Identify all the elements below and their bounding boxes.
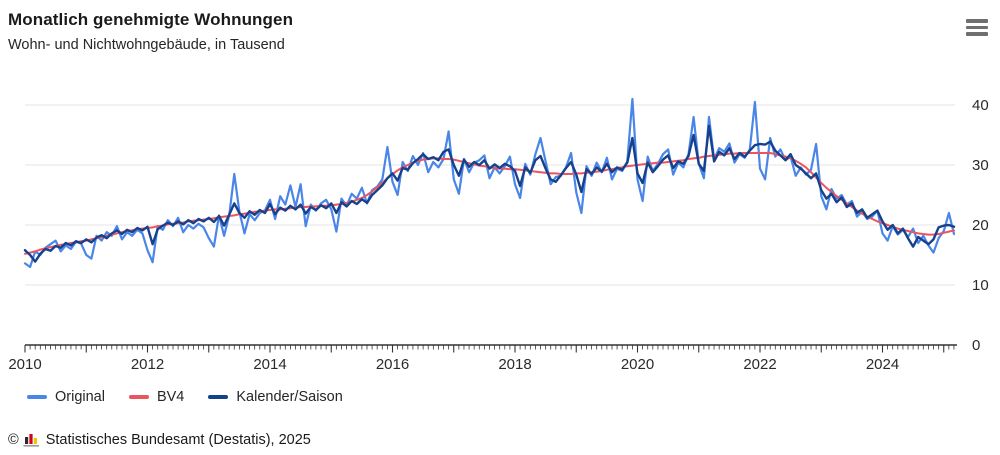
menu-bar <box>966 19 988 23</box>
copyright-symbol: © <box>8 432 19 448</box>
y-axis-tick-label: 10 <box>972 277 989 294</box>
chart-legend: Original BV4 Kalender/Saison <box>27 389 343 405</box>
x-axis-tick-label: 2014 <box>253 356 286 373</box>
y-axis-tick-label: 30 <box>972 157 989 174</box>
x-axis-tick-label: 2024 <box>866 356 899 373</box>
x-axis-tick-label: 2010 <box>8 356 41 373</box>
chart-subtitle: Wohn- und Nichtwohngebäude, in Tausend <box>8 37 285 53</box>
chart-header: Monatlich genehmigte Wohnungen Wohn- und… <box>8 10 992 53</box>
x-axis-tick-label: 2012 <box>131 356 164 373</box>
legend-swatch-kalender-saison-icon <box>208 395 229 399</box>
legend-label-original: Original <box>55 389 105 405</box>
hamburger-menu-icon[interactable] <box>960 12 994 42</box>
legend-label-bv4: BV4 <box>156 389 185 405</box>
x-axis-tick-label: 2020 <box>621 356 654 373</box>
y-axis-tick-label: 20 <box>972 217 989 234</box>
x-axis-tick-label: 2018 <box>498 356 531 373</box>
series-line-kalender-saison <box>23 124 956 263</box>
menu-bar <box>966 25 988 29</box>
y-axis-tick-label: 0 <box>972 337 980 354</box>
legend-swatch-bv4-icon <box>128 395 149 399</box>
menu-bar <box>966 32 988 36</box>
page-title: Monatlich genehmigte Wohnungen <box>8 10 294 29</box>
x-axis-tick-label: 2016 <box>376 356 409 373</box>
legend-swatch-original-icon <box>27 395 47 399</box>
legend-item-original[interactable]: Original <box>27 389 105 405</box>
y-axis-tick-label: 40 <box>972 97 989 114</box>
legend-item-kalender-saison[interactable]: Kalender/Saison <box>208 389 343 405</box>
legend-item-bv4[interactable]: BV4 <box>128 389 185 405</box>
legend-label-kalender-saison: Kalender/Saison <box>236 389 343 405</box>
destatis-logo-icon <box>23 434 39 447</box>
source-note: © Statistisches Bundesamt (Destatis), 20… <box>8 432 311 448</box>
x-axis-tick-label: 2022 <box>743 356 776 373</box>
source-text: Statistisches Bundesamt (Destatis), 2025 <box>45 432 311 448</box>
series-line-original <box>23 97 956 269</box>
